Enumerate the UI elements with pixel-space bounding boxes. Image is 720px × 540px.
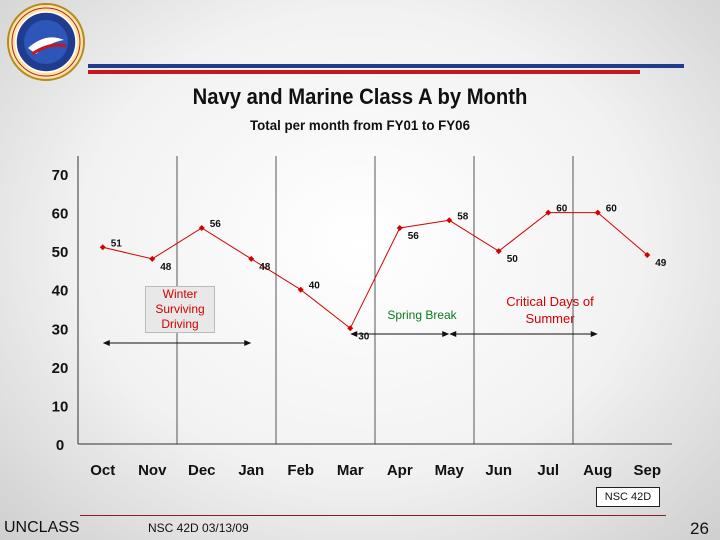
y-tick-label: 30 (52, 321, 69, 338)
y-tick-label: 60 (52, 206, 69, 223)
header-red-rule (88, 70, 640, 74)
annotation-winter-surviving-driving: Winter Surviving Driving (145, 286, 215, 333)
y-tick-label: 50 (52, 244, 69, 261)
data-point (545, 209, 552, 216)
data-label: 48 (259, 262, 271, 273)
annotation-line: Winter (162, 287, 198, 301)
x-tick-label: Aug (583, 462, 612, 479)
data-point (644, 252, 651, 258)
span-arrow-right (590, 331, 598, 337)
data-point (446, 217, 453, 224)
x-tick-label: Jan (238, 462, 264, 479)
page-number: 26 (690, 519, 709, 538)
annotation-spring-break: Spring Break (379, 308, 465, 323)
x-tick-label: Nov (138, 462, 167, 479)
y-tick-label: 40 (52, 283, 69, 300)
data-label: 60 (556, 204, 568, 215)
code-box: NSC 42D (596, 487, 660, 507)
data-label: 49 (655, 258, 667, 269)
x-tick-label: Sep (633, 462, 661, 479)
span-arrow-left (350, 331, 358, 337)
data-point (495, 248, 502, 255)
span-arrow-left (102, 340, 110, 346)
data-label: 40 (309, 281, 321, 292)
annotation-line: Surviving (155, 302, 205, 316)
data-label: 30 (358, 331, 370, 342)
y-tick-label: 70 (52, 167, 69, 184)
classification-label: UNCLASS (4, 519, 80, 536)
annotation-critical-days-of-summer: Critical Days of Summer (490, 293, 610, 327)
data-point (347, 325, 354, 332)
data-label: 51 (111, 238, 123, 249)
x-tick-label: Feb (287, 462, 314, 479)
x-tick-label: Jun (485, 462, 512, 479)
span-arrow-right (442, 331, 450, 337)
annotation-line: Critical Days of (506, 294, 594, 309)
annotation-line: Driving (161, 317, 199, 331)
x-tick-label: Jul (537, 462, 559, 479)
y-tick-label: 10 (52, 398, 69, 415)
chart-subtitle: Total per month from FY01 to FY06 (250, 117, 470, 133)
footer-date: NSC 42D 03/13/09 (148, 521, 249, 535)
data-point (198, 225, 205, 231)
y-tick-label: 20 (52, 360, 69, 377)
data-point (396, 225, 403, 231)
data-label: 56 (408, 231, 420, 242)
data-point (149, 255, 156, 262)
data-label: 50 (507, 254, 519, 265)
annotation-line: Spring Break (387, 308, 457, 322)
x-tick-label: May (435, 462, 465, 479)
data-point (594, 209, 601, 216)
footer-rule (80, 515, 666, 516)
data-point (248, 255, 255, 262)
data-label: 60 (606, 204, 618, 215)
naval-safety-center-logo (7, 3, 85, 81)
data-point (99, 244, 106, 251)
x-tick-label: Oct (90, 462, 115, 479)
data-label: 48 (160, 262, 172, 273)
y-tick-label: 0 (56, 437, 64, 454)
span-arrow-left (449, 331, 457, 337)
header-blue-rule (88, 64, 684, 68)
annotation-line: Summer (525, 311, 575, 326)
span-arrow-right (244, 340, 252, 346)
x-tick-label: Apr (387, 462, 413, 479)
data-label: 56 (210, 219, 222, 230)
chart-title: Navy and Marine Class A by Month (192, 84, 528, 109)
data-point (297, 286, 304, 293)
x-tick-label: Dec (188, 462, 216, 479)
x-tick-label: Mar (337, 462, 364, 479)
series-line (102, 212, 648, 330)
data-label: 58 (457, 211, 469, 222)
